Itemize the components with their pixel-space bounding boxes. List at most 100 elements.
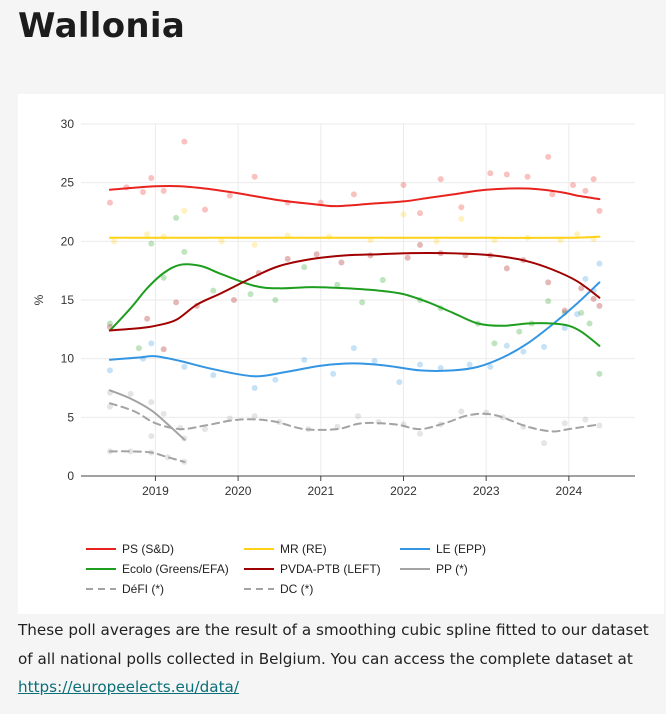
- poll-point: [596, 260, 603, 267]
- poll-point: [164, 454, 171, 461]
- poll-point: [160, 187, 167, 194]
- legend-label: MR (RE): [280, 542, 327, 556]
- poll-point: [272, 376, 279, 383]
- poll-point: [561, 325, 568, 332]
- poll-point: [148, 340, 155, 347]
- poll-point: [181, 248, 188, 255]
- x-tick-label: 2019: [142, 484, 169, 498]
- poll-point: [396, 379, 403, 386]
- poll-point: [160, 410, 167, 417]
- poll-point: [503, 342, 510, 349]
- y-tick-label: 15: [61, 293, 75, 307]
- poll-point: [545, 298, 552, 305]
- poll-point: [458, 216, 465, 223]
- chart-card: 0 5 10 15 20 25 30 2019 2020 2021 2022 2023 2024% PS …: [18, 94, 664, 614]
- poll-point: [106, 320, 113, 327]
- poll-point: [569, 182, 576, 189]
- poll-point: [359, 299, 366, 306]
- series-line-ecolo-greens-efa: [108, 263, 601, 347]
- y-tick-label: 0: [67, 469, 74, 483]
- y-tick-label: 25: [61, 176, 75, 190]
- poll-point: [251, 241, 258, 248]
- poll-point: [173, 299, 180, 306]
- poll-point: [202, 206, 209, 213]
- poll-point: [181, 363, 188, 370]
- poll-point: [574, 311, 581, 318]
- poll-point: [226, 192, 233, 199]
- poll-point: [148, 174, 155, 181]
- poll-point: [106, 403, 113, 410]
- poll-point: [127, 390, 134, 397]
- poll-point: [541, 440, 548, 447]
- series-line-dc: [108, 450, 186, 463]
- poll-point: [590, 295, 597, 302]
- poll-point: [433, 238, 440, 245]
- poll-point: [334, 281, 341, 288]
- poll-point: [578, 309, 585, 316]
- poll-point: [251, 413, 258, 420]
- poll-point: [313, 251, 320, 258]
- poll-point: [127, 448, 134, 455]
- poll-point: [202, 426, 209, 433]
- x-tick-label: 2020: [225, 484, 252, 498]
- series-line-pvda-ptb-left: [108, 251, 601, 332]
- poll-point: [160, 274, 167, 281]
- poll-point: [284, 255, 291, 262]
- poll-point: [338, 259, 345, 266]
- legend-label: DéFI (*): [122, 582, 164, 596]
- poll-point: [111, 238, 118, 245]
- poll-point: [251, 173, 258, 180]
- poll-point: [148, 240, 155, 247]
- poll-point: [400, 211, 407, 218]
- poll-point: [135, 345, 142, 352]
- poll-point: [210, 372, 217, 379]
- y-tick-label: 5: [67, 410, 74, 424]
- y-tick-label: 30: [61, 117, 75, 131]
- poll-point: [210, 287, 217, 294]
- poll-point: [549, 191, 556, 198]
- poll-chart: 0 5 10 15 20 25 30 2019 2020 2021 2022 2023 2024% PS …: [32, 117, 635, 596]
- poll-point: [106, 367, 113, 374]
- poll-point: [578, 285, 585, 292]
- poll-point: [106, 199, 113, 206]
- series-line-pp: [108, 389, 186, 441]
- poll-point: [144, 315, 151, 322]
- legend-label: PVDA-PTB (LEFT): [280, 562, 381, 576]
- poll-point: [272, 297, 279, 303]
- y-tick-label: 10: [61, 352, 75, 366]
- legend-label: LE (EPP): [436, 542, 486, 556]
- poll-point: [350, 345, 357, 352]
- poll-point: [503, 265, 510, 272]
- y-tick-label: 20: [61, 234, 75, 248]
- poll-point: [466, 361, 473, 368]
- caption-text: These poll averages are the result of a …: [18, 621, 649, 668]
- series-line-d-fi: [108, 402, 601, 433]
- legend-label: Ecolo (Greens/EFA): [122, 562, 229, 576]
- poll-point: [148, 433, 155, 440]
- poll-point: [582, 416, 589, 423]
- dataset-link[interactable]: https://europeelects.eu/data/: [18, 678, 239, 696]
- poll-point: [541, 343, 548, 350]
- poll-point: [590, 176, 597, 183]
- poll-point: [487, 170, 494, 177]
- poll-point: [334, 423, 341, 430]
- poll-point: [181, 207, 188, 214]
- x-tick-label: 2023: [473, 484, 500, 498]
- legend-label: PS (S&D): [122, 542, 174, 556]
- poll-point: [247, 291, 254, 298]
- poll-point: [251, 385, 258, 391]
- poll-point: [458, 408, 465, 415]
- poll-point: [160, 346, 167, 353]
- x-tick-label: 2021: [307, 484, 334, 498]
- poll-point: [417, 361, 424, 368]
- poll-point: [596, 370, 603, 377]
- poll-point: [355, 413, 361, 420]
- poll-point: [301, 264, 308, 271]
- poll-point: [491, 340, 498, 347]
- series-line-ps-s-d: [108, 184, 601, 208]
- legend-label: DC (*): [280, 582, 313, 596]
- poll-point: [330, 370, 337, 377]
- poll-point: [350, 191, 357, 198]
- poll-point: [144, 231, 151, 238]
- poll-point: [218, 238, 225, 245]
